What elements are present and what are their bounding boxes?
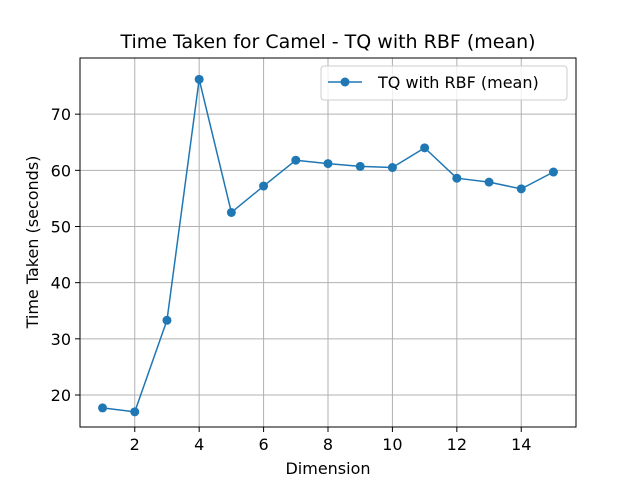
legend: TQ with RBF (mean) xyxy=(320,65,568,101)
data-point xyxy=(130,407,140,417)
x-tick-label: 14 xyxy=(511,435,531,454)
data-point xyxy=(194,74,204,84)
data-point xyxy=(259,181,269,191)
data-point xyxy=(548,167,558,177)
data-point xyxy=(484,177,494,187)
data-point xyxy=(162,315,172,325)
x-tick-label: 6 xyxy=(258,435,268,454)
x-axis-label: Dimension xyxy=(285,459,370,478)
y-tick-label: 30 xyxy=(51,330,71,349)
x-tick-label: 2 xyxy=(130,435,140,454)
data-point xyxy=(452,173,462,183)
data-point xyxy=(355,161,365,171)
data-point xyxy=(516,184,526,194)
x-tick-label: 12 xyxy=(447,435,467,454)
grid xyxy=(80,58,576,427)
data-point xyxy=(323,159,333,169)
x-tick-label: 4 xyxy=(194,435,204,454)
y-tick-label: 60 xyxy=(51,161,71,180)
series-layer xyxy=(98,74,558,417)
x-tick-label: 10 xyxy=(382,435,402,454)
x-tick-label: 8 xyxy=(323,435,333,454)
y-axis: 20 30 40 50 60 70 xyxy=(51,105,80,405)
y-tick-label: 20 xyxy=(51,386,71,405)
data-point xyxy=(387,163,397,173)
chart-title: Time Taken for Camel - TQ with RBF (mean… xyxy=(119,31,535,53)
y-tick-label: 50 xyxy=(51,217,71,236)
legend-marker xyxy=(340,77,350,87)
legend-box xyxy=(320,65,568,101)
x-axis: 2 4 6 8 10 12 14 xyxy=(130,427,531,454)
data-point xyxy=(420,143,430,153)
legend-label: TQ with RBF (mean) xyxy=(377,73,539,92)
data-point xyxy=(98,403,108,413)
data-point xyxy=(226,207,236,217)
y-tick-label: 40 xyxy=(51,274,71,293)
data-point xyxy=(291,155,301,165)
y-tick-label: 70 xyxy=(51,105,71,124)
y-axis-label: Time Taken (seconds) xyxy=(23,156,42,330)
